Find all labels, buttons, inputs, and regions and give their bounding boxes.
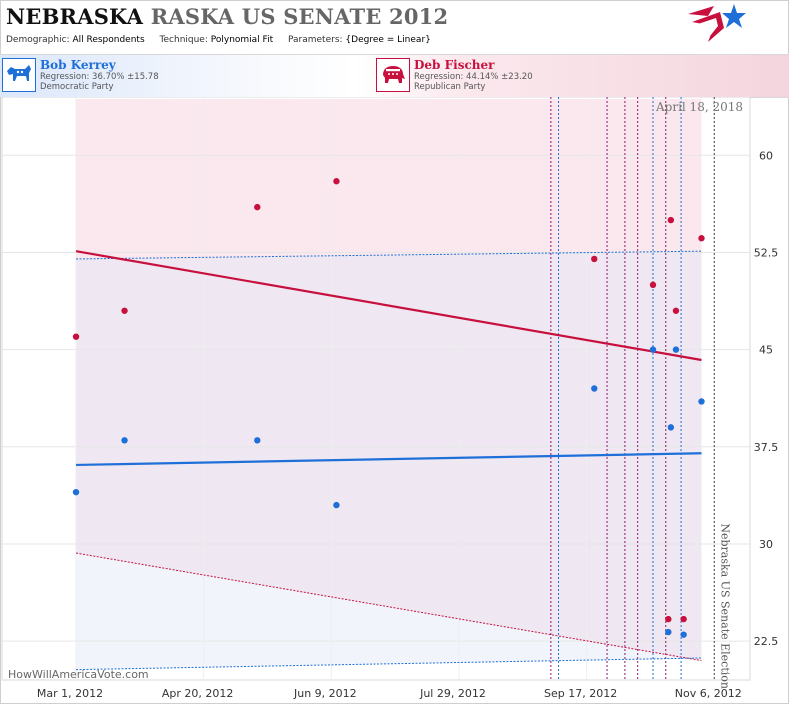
x-tick-label: Sep 17, 2012 (544, 687, 617, 700)
rep-poll-point (672, 307, 680, 314)
rep-poll-point (649, 281, 657, 289)
rep-confidence-band (76, 99, 702, 661)
dem-candidate-name: Bob Kerrey (40, 58, 116, 72)
dem-poll-point (121, 437, 128, 444)
dem-upper-bound-line (76, 250, 702, 260)
dem-confidence-band (76, 251, 702, 670)
dem-lower-bound-line (76, 657, 702, 671)
param-technique-key: Technique: (159, 35, 208, 45)
rep-regression: Regression: 44.14% ±23.20 (414, 72, 533, 82)
rep-poll-point (667, 216, 675, 224)
y-tick-label: 60 (759, 149, 773, 162)
y-tick-label: 37.5 (754, 441, 779, 454)
title-state: NEBRASKA (6, 4, 144, 29)
dem-poll-point (254, 437, 261, 444)
x-tick-label: Jul 29, 2012 (419, 687, 486, 700)
rep-poll-point (333, 178, 340, 185)
y-tick-label: 45 (759, 344, 773, 357)
dem-regression-line (76, 452, 702, 467)
dem-poll-point (665, 628, 672, 636)
site-logo-icon (688, 4, 746, 42)
dem-poll-point (591, 385, 598, 392)
date-label: April 18, 2018 (655, 100, 743, 114)
rep-regression-line (75, 250, 702, 362)
dem-poll-point (698, 398, 705, 405)
rep-poll-point (680, 615, 687, 623)
dem-poll-point (672, 346, 680, 353)
dem-regression: Regression: 36.70% ±15.78 (40, 72, 159, 82)
page-title: NEBRASKA RASKA US SENATE 2012 (6, 4, 448, 29)
param-parameters-key: Parameters: (288, 35, 343, 45)
y-tick-label: 22.5 (754, 635, 779, 648)
param-demographic-key: Demographic: (6, 35, 70, 45)
dem-poll-point (649, 346, 657, 353)
poll-chart: 22.5 30 37.5 45 52.5 60 Mar 1, 2012 Apr 20, 201… (1, 97, 779, 700)
rep-poll-point (121, 307, 128, 314)
y-tick-label: 52.5 (754, 246, 779, 259)
donkey-icon (2, 58, 36, 92)
elephant-icon (376, 58, 410, 92)
param-technique-value: Polynomial Fit (210, 35, 274, 45)
source-label: HowWillAmericaVote.com (8, 668, 149, 681)
param-demographic-value: All Respondents (72, 35, 145, 45)
election-label: Nebraska US Senate Election (718, 523, 731, 689)
title-race: RASKA US SENATE 2012 (150, 4, 449, 29)
dem-poll-point (72, 488, 80, 496)
rep-lower-bound-line (75, 552, 702, 662)
y-tick-label: 30 (759, 538, 773, 551)
x-tick-label: Mar 1, 2012 (37, 687, 103, 700)
rep-poll-point (72, 333, 80, 340)
dem-poll-point (680, 631, 687, 638)
parameters-line: Demographic: All Respondents Technique: … (6, 35, 443, 45)
dem-poll-point (667, 424, 675, 431)
rep-poll-point (665, 615, 672, 623)
dem-poll-point (333, 501, 340, 509)
rep-poll-point (591, 255, 598, 263)
x-tick-label: Jun 9, 2012 (293, 687, 357, 700)
x-tick-label: Apr 20, 2012 (162, 687, 234, 700)
rep-poll-point (254, 203, 261, 211)
dem-party: Democratic Party (40, 82, 114, 92)
param-parameters-value: {Degree = Linear} (345, 35, 431, 45)
x-tick-label: Nov 6, 2012 (675, 687, 742, 700)
rep-party: Republican Party (414, 82, 486, 92)
rep-poll-point (698, 235, 705, 242)
rep-candidate-name: Deb Fischer (414, 58, 495, 72)
